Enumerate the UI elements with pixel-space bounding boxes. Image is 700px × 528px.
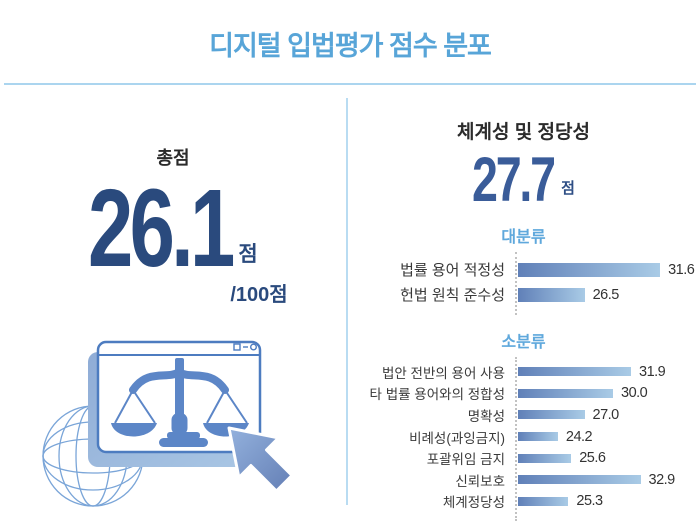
bar-label: 법안 전반의 용어 사용 bbox=[381, 365, 505, 381]
bar bbox=[518, 432, 558, 442]
bar-row: 타 법률 용어와의 정합성 30.0 bbox=[347, 383, 700, 405]
bar bbox=[518, 367, 631, 377]
bar bbox=[518, 496, 569, 506]
bar-label: 신뢰보호 bbox=[455, 473, 505, 489]
total-score-heading: 총점 bbox=[156, 148, 190, 168]
bar-label: 비례성(과잉금지) bbox=[409, 430, 505, 446]
bar-label: 법률 용어 적정성 bbox=[400, 262, 505, 279]
cursor-arrow-icon bbox=[227, 426, 294, 493]
total-score-panel: 총점 26.1 점 /100점 bbox=[0, 84, 346, 528]
bar-label: 헌법 원칙 준수성 bbox=[400, 287, 505, 304]
minor-category-title: 소분류 bbox=[501, 334, 546, 351]
systematicity-score-block: 27.7 점 bbox=[472, 145, 575, 215]
bar-label: 명확성 bbox=[467, 408, 505, 424]
header-divider bbox=[4, 83, 696, 85]
bar-row: 비례성(과잉금지) 24.2 bbox=[347, 426, 700, 448]
systematicity-score-unit: 점 bbox=[561, 180, 575, 197]
major-category-title: 대분류 bbox=[501, 229, 546, 246]
bar bbox=[518, 388, 613, 398]
systematicity-heading: 체계성 및 정당성 bbox=[457, 122, 590, 143]
systematicity-score-value: 27.7 bbox=[472, 145, 556, 215]
total-score-value: 26.1 bbox=[88, 167, 235, 290]
bar-value: 27.0 bbox=[592, 406, 620, 423]
major-category-chart: 법률 용어 적정성 31.6 헌법 원칙 준수성 26.5 bbox=[347, 252, 700, 315]
bar-row: 법률 용어 적정성 31.6 bbox=[347, 257, 700, 282]
bar bbox=[518, 475, 641, 485]
bar-row: 포괄위임 금지 25.6 bbox=[347, 447, 700, 469]
bar-row: 체계정당성 25.3 bbox=[347, 491, 700, 513]
bar-row: 명확성 27.0 bbox=[347, 404, 700, 426]
bar bbox=[518, 453, 572, 463]
total-score-denominator: /100점 bbox=[230, 284, 288, 306]
bar-value: 31.6 bbox=[668, 261, 695, 278]
bar-value: 25.6 bbox=[579, 450, 606, 467]
bar-value: 26.5 bbox=[592, 286, 620, 303]
bar-value: 25.3 bbox=[576, 493, 603, 510]
bar-row: 법안 전반의 용어 사용 31.9 bbox=[347, 361, 700, 383]
column-divider bbox=[346, 98, 348, 505]
bar-label: 체계정당성 bbox=[442, 495, 505, 511]
bar bbox=[518, 262, 661, 277]
page-title: 디지털 입법평가 점수 분포 bbox=[209, 31, 492, 61]
bar-value: 31.9 bbox=[639, 363, 666, 380]
total-score-unit: 점 bbox=[238, 243, 258, 266]
legal-evaluation-illustration bbox=[42, 340, 294, 507]
bar-label: 포괄위임 금지 bbox=[426, 452, 505, 468]
systematicity-panel: 체계성 및 정당성 27.7 점 대분류 법률 용어 적정성 31.6 헌법 원칙 … bbox=[347, 84, 700, 522]
window-controls-icon bbox=[233, 343, 257, 351]
bar bbox=[518, 287, 585, 302]
bar-value: 30.0 bbox=[621, 385, 648, 402]
bar-row: 신뢰보호 32.9 bbox=[347, 469, 700, 491]
total-score-block: 26.1 점 /100점 bbox=[88, 167, 287, 307]
bar bbox=[518, 410, 585, 420]
bar-value: 24.2 bbox=[565, 428, 593, 445]
bar-label: 타 법률 용어와의 정합성 bbox=[369, 387, 505, 403]
bar-row: 헌법 원칙 준수성 26.5 bbox=[347, 282, 700, 307]
minor-category-chart: 법안 전반의 용어 사용 31.9 타 법률 용어와의 정합성 30.0 명확성 27.0… bbox=[347, 357, 700, 522]
bar-value: 32.9 bbox=[648, 471, 676, 488]
